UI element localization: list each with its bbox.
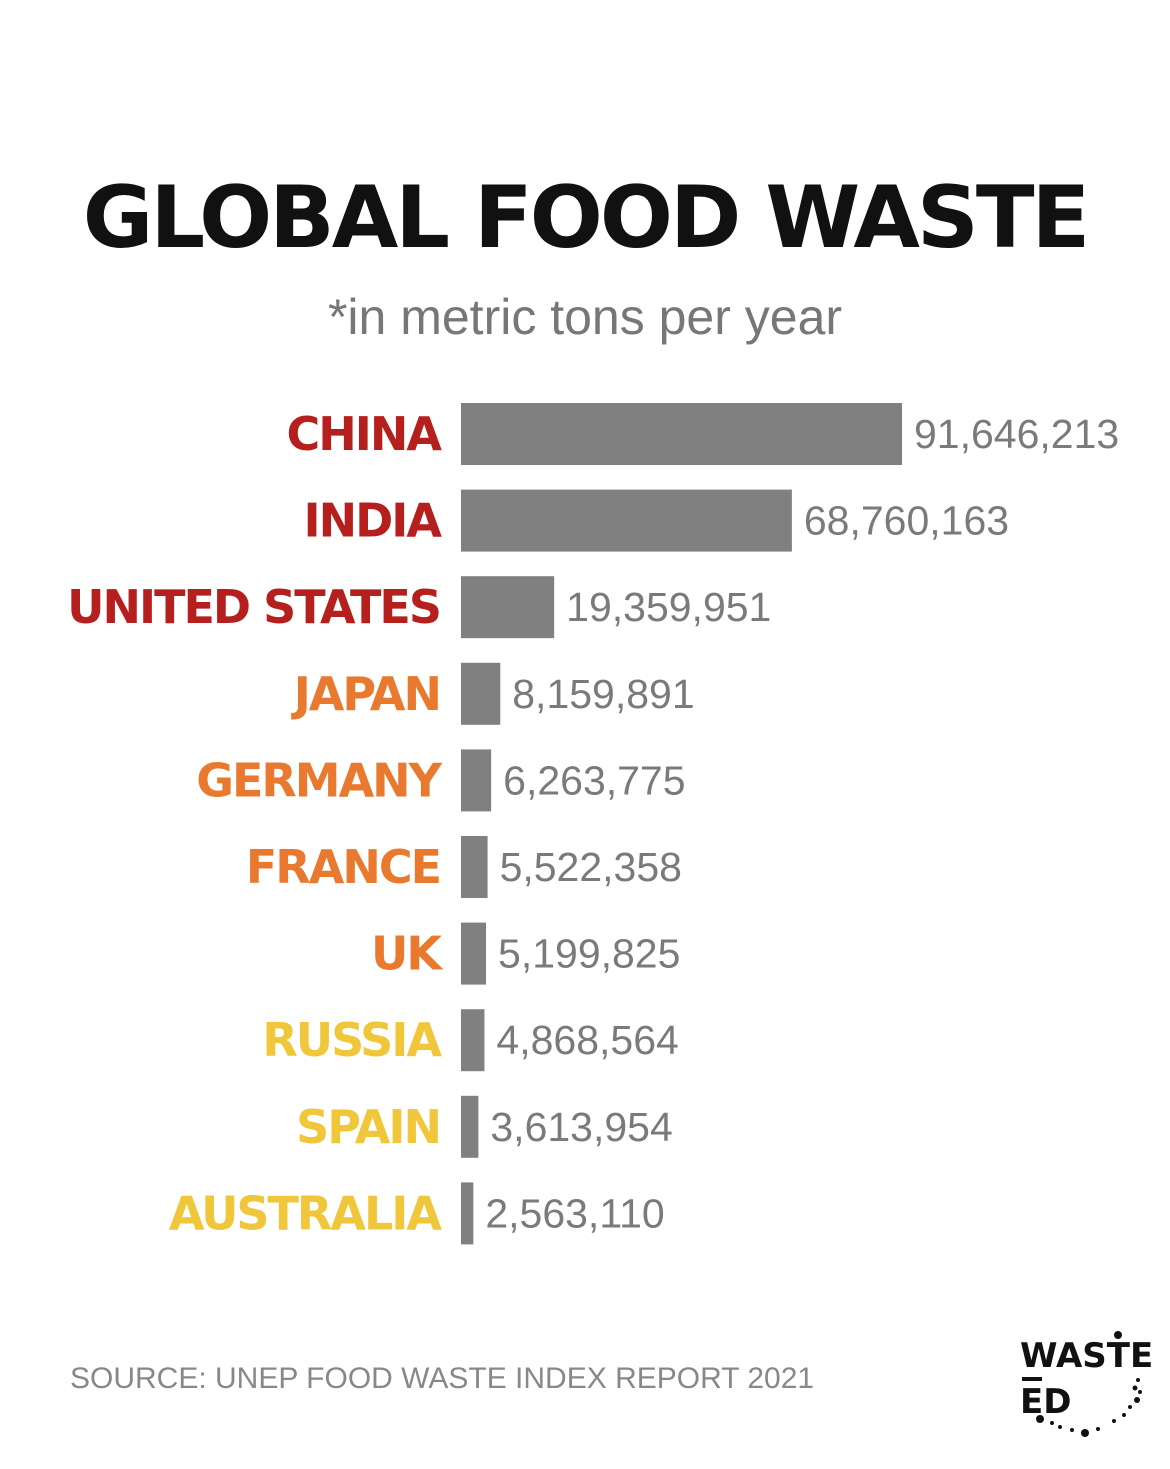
category-label: INDIA	[303, 494, 442, 548]
bar	[461, 836, 488, 898]
category-label: AUSTRALIA	[169, 1186, 442, 1240]
value-label: 8,159,891	[512, 671, 694, 717]
value-label: 2,563,110	[485, 1190, 664, 1236]
value-label: 5,199,825	[498, 931, 680, 977]
bar	[461, 1095, 479, 1158]
category-label: UNITED STATES	[67, 580, 440, 634]
bar	[461, 749, 492, 812]
category-label: SPAIN	[296, 1100, 440, 1154]
bar	[461, 489, 792, 552]
chart-subtitle: *in metric tons per year	[327, 289, 843, 345]
bar	[461, 1009, 485, 1072]
source-note: SOURCE: UNEP FOOD WASTE INDEX REPORT 202…	[70, 1362, 815, 1395]
category-label: GERMANY	[196, 753, 442, 807]
value-label: 19,359,951	[566, 584, 771, 630]
value-label: 3,613,954	[490, 1104, 672, 1150]
bar	[461, 1182, 474, 1245]
category-label: RUSSIA	[262, 1013, 442, 1067]
category-label: CHINA	[287, 407, 443, 461]
value-label: 91,646,213	[914, 411, 1119, 457]
logo-text-line1: WASTE	[1020, 1336, 1153, 1376]
category-label: FRANCE	[246, 840, 440, 894]
waste-ed-logo: WASTE ED	[1020, 1331, 1153, 1437]
value-label: 4,868,564	[496, 1017, 678, 1063]
category-label: UK	[371, 927, 444, 981]
value-label: 6,263,775	[503, 757, 685, 803]
value-label: 68,760,163	[804, 498, 1009, 544]
category-label: JAPAN	[291, 667, 440, 721]
logo-text-line2: ED	[1020, 1382, 1071, 1422]
bar	[461, 662, 501, 725]
value-label: 5,522,358	[500, 844, 682, 890]
bar	[461, 403, 902, 465]
chart-title: GLOBAL FOOD WASTE	[82, 168, 1090, 268]
bar	[461, 922, 487, 985]
bar	[461, 576, 555, 639]
